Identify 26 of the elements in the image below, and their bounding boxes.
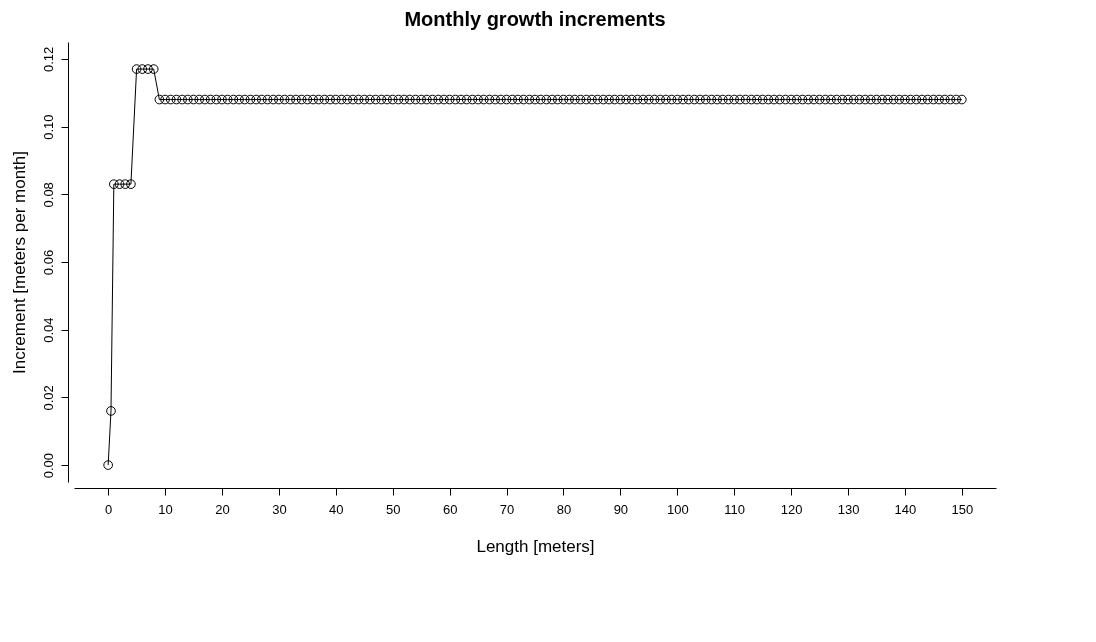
x-tick-label: 90: [613, 501, 629, 517]
x-tick-label: 40: [329, 501, 344, 517]
x-tick-label: 150: [951, 501, 974, 517]
x-tick-label: 20: [215, 501, 230, 517]
x-tick-label: 120: [780, 501, 803, 517]
y-tick-label: 0.00: [40, 452, 56, 479]
x-tick-label: 0: [105, 501, 113, 517]
x-tick-label: 80: [556, 501, 572, 517]
y-axis-title: Increment [meters per month]: [9, 151, 29, 374]
x-tick-label: 130: [837, 501, 860, 517]
x-axis-title: Length [meters]: [476, 536, 595, 556]
y-tick-label: 0.12: [40, 46, 56, 73]
x-tick-label: 50: [385, 501, 401, 517]
x-tick-label: 30: [272, 501, 287, 517]
y-tick-label: 0.08: [40, 182, 56, 208]
x-tick-label: 100: [666, 501, 689, 517]
x-tick-label: 10: [158, 501, 173, 517]
chart-title: Monthly growth increments: [404, 8, 666, 30]
y-tick-label: 0.06: [40, 249, 56, 276]
y-tick-label: 0.10: [40, 114, 56, 140]
x-tick-label: 60: [442, 501, 458, 517]
x-tick-label: 110: [724, 501, 746, 517]
x-tick-label: 140: [894, 501, 917, 517]
x-tick-label: 70: [499, 501, 515, 517]
y-tick-label: 0.04: [40, 317, 56, 343]
y-tick-label: 0.02: [40, 385, 56, 411]
